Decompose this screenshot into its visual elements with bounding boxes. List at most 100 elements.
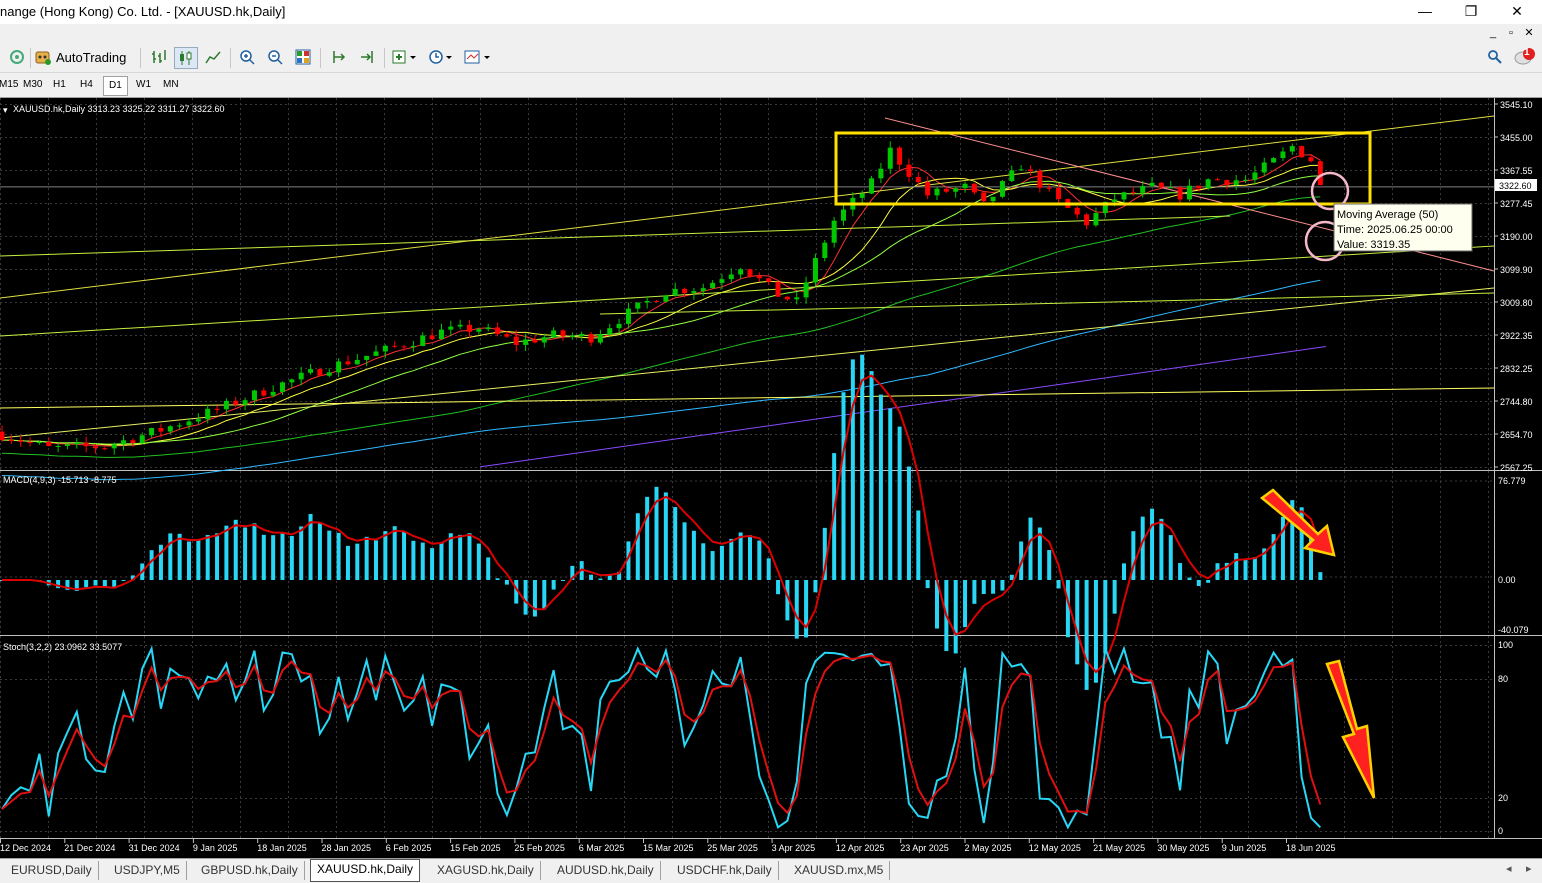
candle-body [280, 382, 285, 392]
candle-body [27, 441, 33, 443]
candle-body [523, 339, 529, 345]
macd-histogram-bar [953, 580, 958, 654]
candle-body [934, 188, 940, 196]
candle-body [457, 324, 463, 327]
time-axis-label: 18 Jan 2025 [257, 843, 307, 853]
child-close-icon[interactable]: ✕ [1524, 27, 1534, 39]
candle-body [943, 188, 949, 192]
candle-body [36, 442, 42, 444]
candle-body [644, 300, 650, 303]
macd-histogram-bar [916, 510, 921, 580]
child-restore-icon[interactable]: ▫ [1509, 27, 1513, 39]
minimize-button[interactable]: — [1418, 3, 1432, 19]
candle-body [438, 329, 444, 340]
candlestick-icon[interactable] [174, 47, 198, 69]
candle-body [1177, 187, 1183, 200]
periods-dropdown[interactable] [426, 47, 456, 67]
macd-axis-label: 76.779 [1498, 476, 1526, 486]
candle-body [719, 279, 725, 283]
price-axis-label: 3099.90 [1500, 265, 1533, 275]
candle-body [1046, 187, 1052, 189]
candle-body [728, 274, 734, 280]
tile-windows-icon[interactable] [292, 47, 314, 67]
macd-axis-label: -40.079 [1498, 625, 1529, 635]
macd-histogram-bar [710, 551, 715, 580]
bar-chart-icon[interactable] [148, 47, 170, 67]
child-minimize-icon[interactable]: _ [1489, 27, 1497, 39]
grid [0, 98, 1494, 838]
candle-body [579, 333, 585, 337]
macd-histogram-bar [402, 531, 407, 580]
macd-histogram-bar [860, 354, 865, 580]
autotrading-button[interactable]: AutoTrading [34, 47, 132, 67]
chart-shift-icon[interactable] [328, 47, 350, 67]
macd-histogram-bar [1168, 535, 1173, 580]
price-axis-label: 3277.45 [1500, 199, 1533, 209]
maximize-button[interactable]: ❐ [1464, 3, 1478, 19]
tab-eurusd-daily[interactable]: EURUSD,Daily [5, 861, 99, 880]
close-button[interactable]: ✕ [1511, 3, 1523, 19]
tab-usdjpy-m5[interactable]: USDJPY,M5 [108, 861, 187, 880]
tab-xauusd-mx-m5[interactable]: XAUUSD.mx,M5 [788, 861, 891, 880]
tab-audusd-daily[interactable]: AUDUSD.hk,Daily [551, 861, 661, 880]
candle-body [242, 400, 248, 405]
macd-histogram-bar [626, 541, 631, 580]
toolbar-separator [320, 48, 321, 68]
stoch-axis-label: 80 [1498, 674, 1508, 684]
tabs-scroll-right-icon[interactable]: ▸ [1526, 863, 1532, 875]
candle-body [205, 408, 211, 420]
tf-m15[interactable]: M15 [0, 79, 19, 90]
macd-histogram-bar [794, 580, 799, 639]
macd-histogram-bar [1140, 516, 1145, 580]
tf-h1[interactable]: H1 [53, 79, 66, 90]
macd-histogram-bar [1187, 577, 1192, 580]
macd-histogram-bar [532, 580, 537, 617]
tf-mn[interactable]: MN [163, 79, 179, 90]
macd-histogram-bar [822, 527, 827, 580]
candle-body [111, 444, 117, 449]
tf-h4[interactable]: H4 [80, 79, 93, 90]
candle-body [139, 435, 145, 444]
tab-gbpusd-daily[interactable]: GBPUSD.hk,Daily [195, 861, 305, 880]
tf-w1[interactable]: W1 [136, 79, 151, 90]
chart-area[interactable]: 3545.10 3455.00 3367.55 3277.45 3190.00 3099.… [0, 98, 1542, 858]
candle-body [663, 295, 669, 302]
chart-canvas[interactable]: 3545.10 3455.00 3367.55 3277.45 3190.00 3099.… [0, 98, 1542, 858]
search-icon[interactable] [1484, 47, 1506, 67]
macd-histogram-bar [841, 392, 846, 580]
notifications-button[interactable]: 1 [1512, 47, 1538, 67]
tab-xagusd-daily[interactable]: XAGUSD.hk,Daily [431, 861, 541, 880]
toolbar-separator [140, 48, 141, 68]
macd-histogram-bar [897, 426, 902, 580]
candle-body [831, 220, 837, 243]
macd-histogram-bar [748, 535, 752, 580]
candle-body [382, 345, 388, 352]
macd-histogram-bar [1131, 531, 1136, 580]
candle-body [102, 448, 108, 450]
tab-xauusd-daily[interactable]: XAUUSD.hk,Daily [310, 859, 421, 882]
macd-histogram-bar [130, 575, 135, 580]
candle-body [775, 281, 781, 297]
macd-histogram-bar [654, 486, 659, 580]
macd-histogram-bar [1056, 580, 1061, 589]
line-chart-icon[interactable] [202, 47, 224, 67]
price-axis-label: 3190.00 [1500, 232, 1533, 242]
candle-body [1224, 180, 1230, 185]
macd-histogram-bar [1252, 557, 1257, 580]
moving-averages [1, 154, 1327, 481]
candle-body [18, 440, 24, 442]
zoom-out-icon[interactable] [264, 47, 286, 67]
tf-d1[interactable]: D1 [103, 76, 128, 96]
candle-body [784, 296, 790, 300]
indicators-dropdown[interactable] [390, 47, 420, 67]
autoscroll-icon[interactable] [356, 47, 378, 67]
price-axis: 3545.10 3455.00 3367.55 3277.45 3190.00 3099.… [1494, 100, 1533, 836]
zoom-in-icon[interactable] [236, 47, 258, 67]
signals-icon[interactable] [6, 47, 28, 67]
templates-dropdown[interactable] [462, 47, 494, 67]
tabs-scroll-left-icon[interactable]: ◂ [1506, 863, 1512, 875]
tf-m30[interactable]: M30 [23, 79, 43, 90]
down-arrow-macd [1259, 488, 1336, 557]
macd-histogram-bar [224, 525, 229, 580]
tab-usdchf-daily[interactable]: USDCHF.hk,Daily [671, 861, 779, 880]
